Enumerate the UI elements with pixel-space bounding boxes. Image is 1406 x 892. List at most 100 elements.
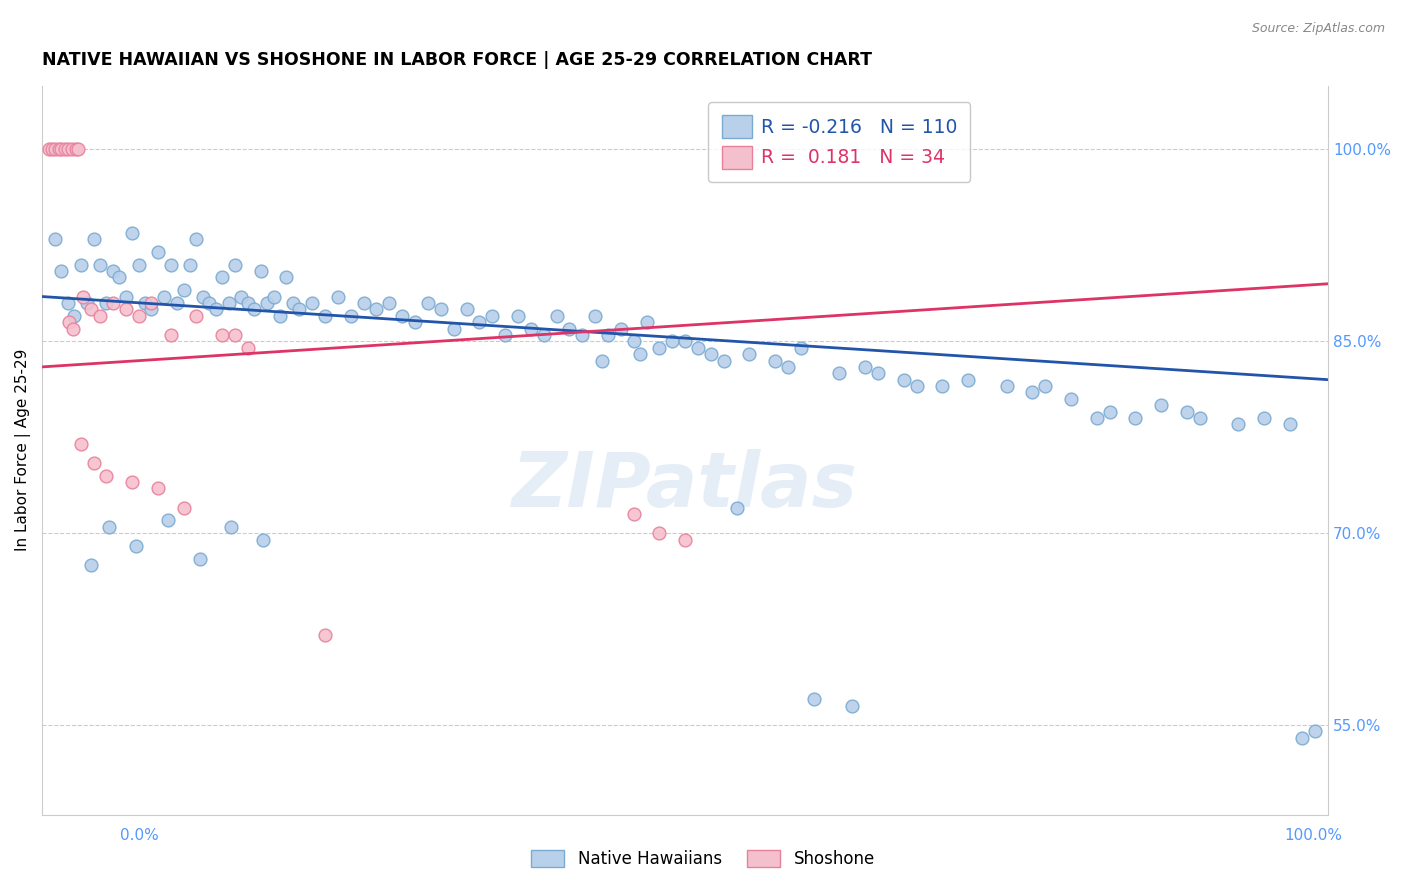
Shoshone: [48, 143, 70, 157]
Native Hawaiians: [159, 258, 181, 272]
Native Hawaiians: [533, 327, 555, 342]
Shoshone: [101, 296, 124, 310]
Native Hawaiians: [596, 327, 619, 342]
Native Hawaiians: [281, 296, 304, 310]
Native Hawaiians: [995, 379, 1018, 393]
Native Hawaiians: [481, 309, 503, 323]
Native Hawaiians: [243, 302, 266, 317]
Native Hawaiians: [957, 373, 980, 387]
Native Hawaiians: [628, 347, 651, 361]
Native Hawaiians: [252, 533, 274, 547]
Native Hawaiians: [416, 296, 439, 310]
Native Hawaiians: [391, 309, 413, 323]
Native Hawaiians: [1253, 411, 1275, 425]
Native Hawaiians: [125, 539, 148, 553]
Native Hawaiians: [905, 379, 928, 393]
Shoshone: [80, 302, 103, 317]
Native Hawaiians: [893, 373, 915, 387]
Native Hawaiians: [378, 296, 401, 310]
Native Hawaiians: [456, 302, 478, 317]
Shoshone: [83, 456, 105, 470]
Native Hawaiians: [326, 289, 349, 303]
Native Hawaiians: [610, 321, 633, 335]
Shoshone: [173, 500, 195, 515]
Native Hawaiians: [134, 296, 156, 310]
Native Hawaiians: [108, 270, 131, 285]
Native Hawaiians: [506, 309, 529, 323]
Shoshone: [121, 475, 143, 489]
Native Hawaiians: [763, 353, 786, 368]
Native Hawaiians: [803, 692, 825, 706]
Text: 0.0%: 0.0%: [120, 828, 159, 843]
Native Hawaiians: [1033, 379, 1056, 393]
Native Hawaiians: [173, 283, 195, 297]
Shoshone: [72, 289, 94, 303]
Native Hawaiians: [276, 270, 298, 285]
Native Hawaiians: [236, 296, 259, 310]
Native Hawaiians: [366, 302, 388, 317]
Native Hawaiians: [353, 296, 375, 310]
Native Hawaiians: [648, 341, 671, 355]
Native Hawaiians: [591, 353, 613, 368]
Shoshone: [146, 482, 169, 496]
Native Hawaiians: [256, 296, 278, 310]
Native Hawaiians: [191, 289, 214, 303]
Native Hawaiians: [429, 302, 451, 317]
Native Hawaiians: [56, 296, 79, 310]
Native Hawaiians: [468, 315, 491, 329]
Native Hawaiians: [204, 302, 226, 317]
Native Hawaiians: [51, 264, 73, 278]
Shoshone: [62, 321, 84, 335]
Native Hawaiians: [121, 226, 143, 240]
Shoshone: [44, 143, 66, 157]
Native Hawaiians: [146, 244, 169, 259]
Native Hawaiians: [76, 296, 98, 310]
Legend: R = -0.216   N = 110, R =  0.181   N = 34: R = -0.216 N = 110, R = 0.181 N = 34: [709, 103, 970, 182]
Native Hawaiians: [80, 558, 103, 573]
Shoshone: [186, 309, 208, 323]
Shoshone: [58, 315, 80, 329]
Shoshone: [41, 143, 63, 157]
Native Hawaiians: [623, 334, 645, 349]
Shoshone: [65, 143, 87, 157]
Native Hawaiians: [1123, 411, 1146, 425]
Native Hawaiians: [853, 359, 876, 374]
Native Hawaiians: [546, 309, 568, 323]
Native Hawaiians: [63, 309, 86, 323]
Native Hawaiians: [89, 258, 111, 272]
Shoshone: [69, 436, 91, 450]
Text: NATIVE HAWAIIAN VS SHOSHONE IN LABOR FORCE | AGE 25-29 CORRELATION CHART: NATIVE HAWAIIAN VS SHOSHONE IN LABOR FOR…: [42, 51, 872, 69]
Native Hawaiians: [700, 347, 723, 361]
Native Hawaiians: [198, 296, 221, 310]
Native Hawaiians: [219, 520, 242, 534]
Native Hawaiians: [263, 289, 285, 303]
Native Hawaiians: [101, 264, 124, 278]
Native Hawaiians: [636, 315, 658, 329]
Native Hawaiians: [583, 309, 606, 323]
Native Hawaiians: [128, 258, 150, 272]
Shoshone: [648, 526, 671, 541]
Native Hawaiians: [218, 296, 240, 310]
Text: ZIPatlas: ZIPatlas: [512, 450, 858, 524]
Native Hawaiians: [1303, 724, 1326, 739]
Native Hawaiians: [661, 334, 683, 349]
Native Hawaiians: [1021, 385, 1043, 400]
Native Hawaiians: [269, 309, 291, 323]
Native Hawaiians: [1188, 411, 1211, 425]
Native Hawaiians: [828, 366, 851, 380]
Shoshone: [114, 302, 136, 317]
Native Hawaiians: [44, 232, 66, 246]
Native Hawaiians: [1085, 411, 1108, 425]
Native Hawaiians: [114, 289, 136, 303]
Shoshone: [51, 143, 73, 157]
Shoshone: [56, 143, 79, 157]
Native Hawaiians: [188, 551, 211, 566]
Native Hawaiians: [166, 296, 188, 310]
Native Hawaiians: [314, 309, 336, 323]
Native Hawaiians: [1060, 392, 1083, 406]
Shoshone: [38, 143, 60, 157]
Shoshone: [224, 327, 246, 342]
Native Hawaiians: [520, 321, 543, 335]
Native Hawaiians: [288, 302, 311, 317]
Native Hawaiians: [69, 258, 91, 272]
